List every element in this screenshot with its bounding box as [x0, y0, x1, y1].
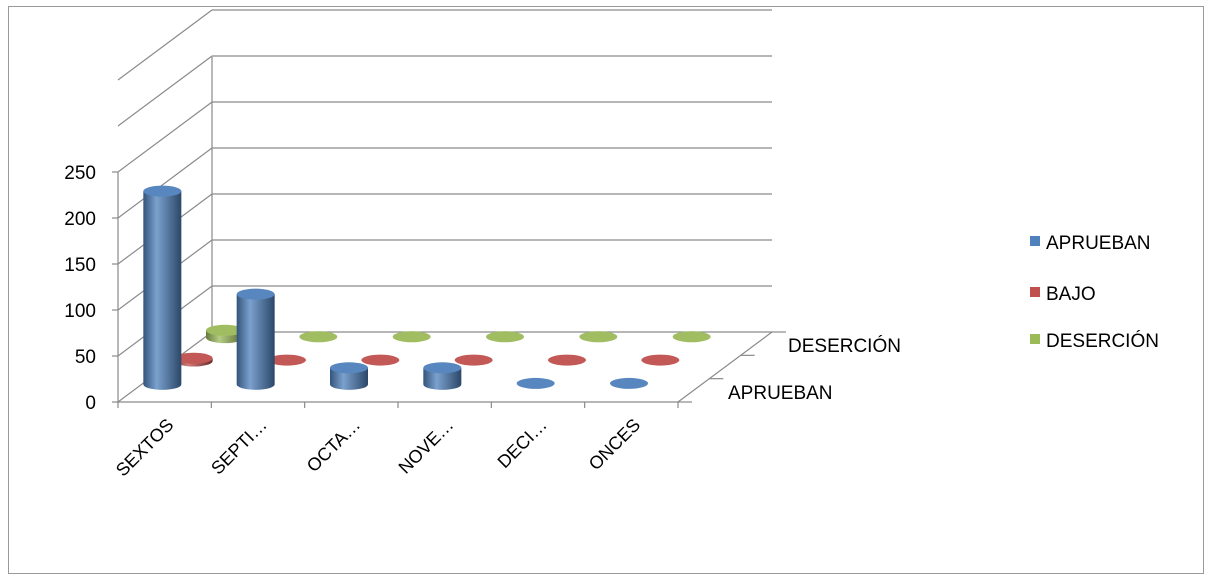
x-tick-label: DECI…	[494, 415, 551, 472]
bar-aprueban-3	[423, 362, 462, 390]
bar-top	[548, 354, 586, 366]
legend-label-desercion: DESERCIÓN	[1046, 330, 1159, 352]
bar-top	[236, 288, 275, 300]
chart-walls	[116, 57, 774, 403]
y-tick-label: 200	[64, 209, 96, 230]
bar-bajo-0	[174, 352, 213, 367]
depth-label-1: DESERCIÓN	[788, 335, 901, 357]
bar-top	[206, 324, 244, 336]
x-tick-label: ONCES	[585, 415, 644, 474]
bar-top	[174, 352, 213, 364]
bar-top	[143, 185, 182, 197]
bar-top	[423, 362, 462, 374]
bar-bajo-4	[548, 354, 586, 366]
legend-label-bajo: BAJO	[1046, 284, 1096, 305]
bar-top	[486, 331, 524, 343]
y-axis-ticks: 0 50 100 150 200 250	[64, 163, 118, 414]
y-tick-label: 50	[75, 347, 96, 368]
bar-top	[299, 331, 338, 343]
gridline-side	[117, 101, 213, 173]
bar-deserción-1	[299, 331, 338, 343]
x-axis-ticks: SEXTOS SEPTI… OCTA… NOVE… DECI… ONCES	[112, 402, 679, 481]
bar-aprueban-2	[330, 362, 368, 390]
bar-top	[268, 354, 306, 366]
chart-bars	[143, 185, 711, 390]
x-tick-label: OCTA…	[303, 415, 364, 476]
legend-swatch-desercion	[1030, 334, 1040, 344]
gridline-side	[117, 147, 213, 219]
bar-top	[579, 331, 618, 343]
bar-bajo-3	[454, 354, 493, 366]
y-tick-label: 250	[64, 163, 96, 184]
bar-aprueban-4	[516, 377, 555, 389]
chart-gridlines	[117, 9, 772, 357]
legend: APRUEBAN BAJO DESERCIÓN	[1030, 233, 1159, 352]
y-tick-label: 100	[64, 301, 96, 322]
bar-top	[672, 331, 711, 343]
bar-deserción-5	[672, 331, 711, 343]
bar-body	[423, 367, 462, 390]
bar-top	[610, 377, 648, 389]
bar-body	[143, 191, 182, 390]
depth-label-0: APRUEBAN	[728, 383, 833, 404]
bar-bajo-1	[268, 354, 306, 366]
bar-top	[361, 354, 400, 366]
bar-body	[236, 294, 275, 390]
bar-bajo-5	[641, 354, 680, 366]
y-tick-label: 0	[85, 393, 96, 414]
bar-aprueban-0	[143, 185, 182, 390]
bar-aprueban-1	[236, 288, 275, 390]
y-tick-label: 150	[64, 255, 96, 276]
gridline-side	[117, 9, 213, 81]
bar-bajo-2	[361, 354, 400, 366]
legend-swatch-aprueban	[1030, 236, 1040, 246]
x-tick-label: SEXTOS	[112, 415, 178, 481]
legend-label-aprueban: APRUEBAN	[1046, 233, 1151, 254]
bar-top	[330, 362, 368, 374]
bar-deserción-3	[486, 331, 524, 343]
bar-deserción-4	[579, 331, 618, 343]
gridline-side	[117, 55, 213, 127]
x-tick-label: NOVE…	[395, 415, 458, 478]
bar-deserción-2	[392, 331, 431, 343]
bar-aprueban-5	[610, 377, 648, 389]
bar-body	[330, 367, 368, 390]
bar-deserción-0	[206, 324, 244, 344]
x-tick-label: SEPTI…	[207, 415, 271, 479]
bar-top	[641, 354, 680, 366]
depth-axis-labels: APRUEBAN DESERCIÓN	[678, 331, 901, 404]
bar-top	[516, 377, 555, 389]
bar-top	[454, 354, 493, 366]
bar-top	[392, 331, 431, 343]
legend-swatch-bajo	[1030, 287, 1040, 297]
